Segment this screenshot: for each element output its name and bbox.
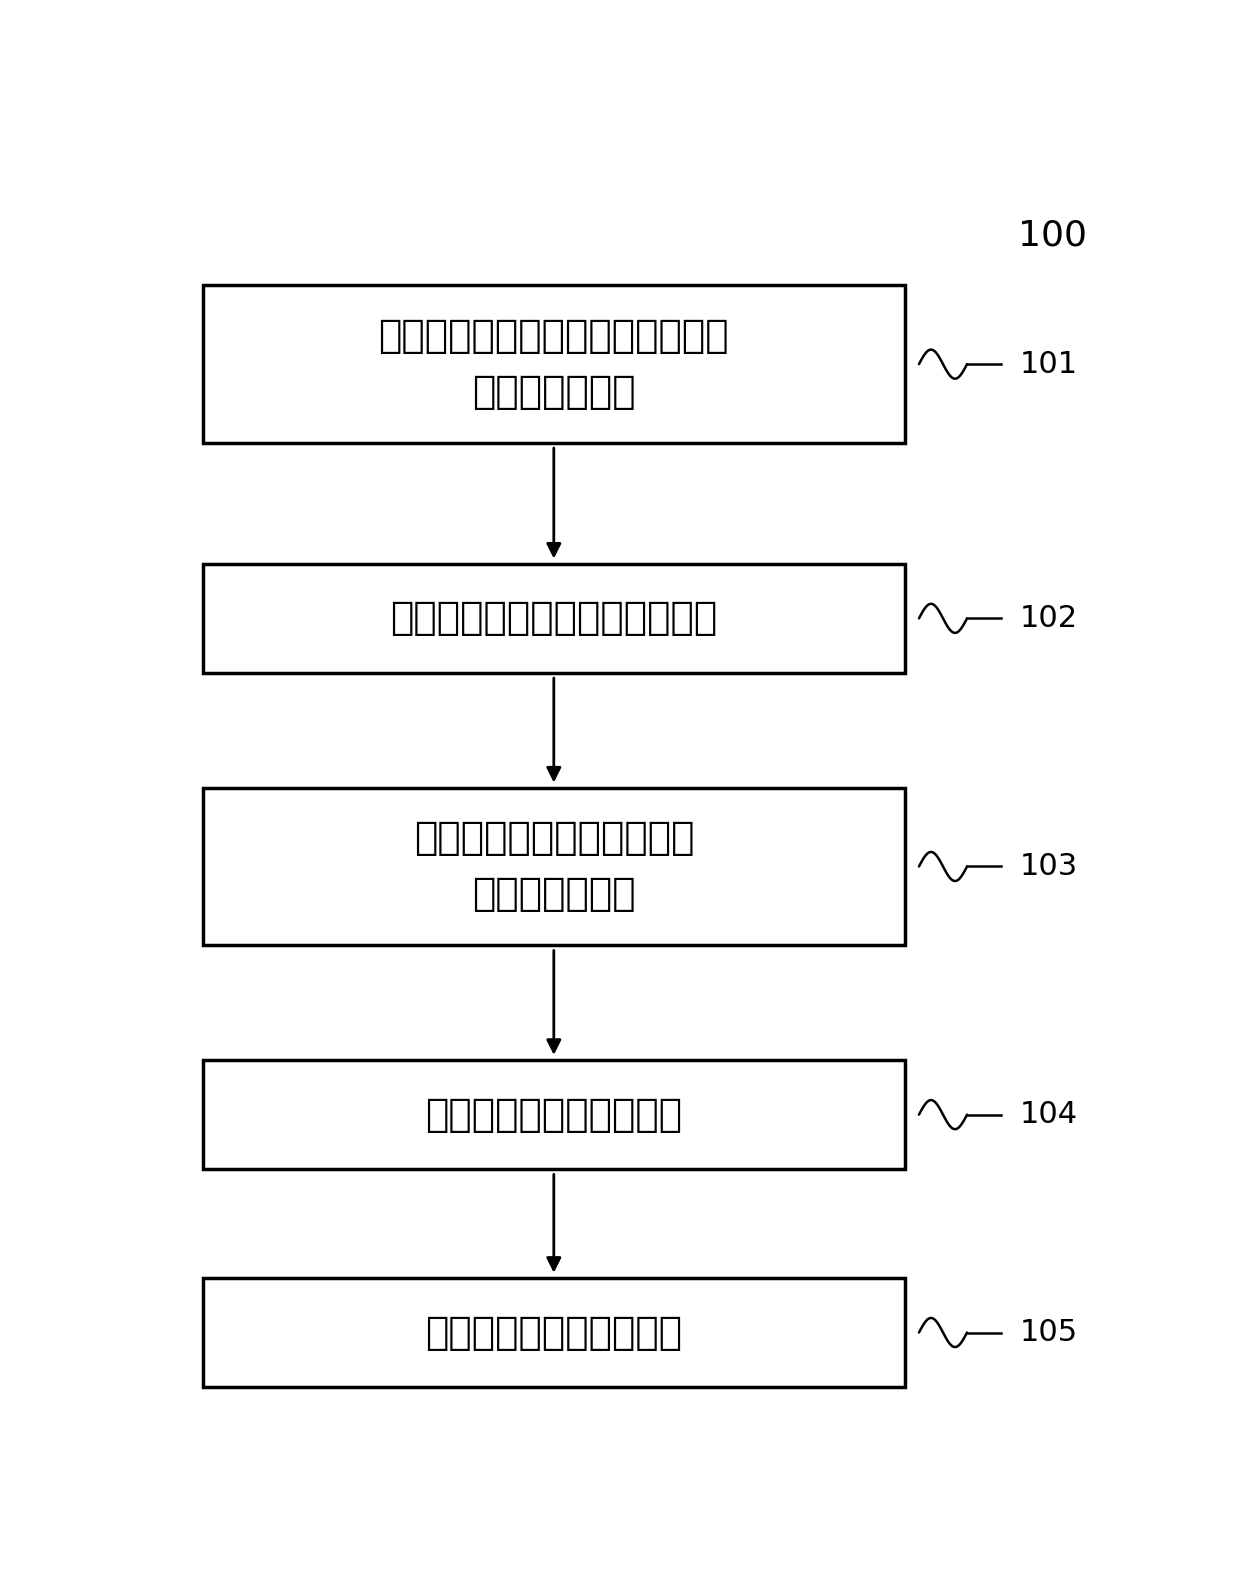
- Bar: [203, 1060, 904, 1170]
- Bar: [203, 564, 904, 673]
- Text: 103: 103: [1019, 852, 1078, 880]
- Text: 105: 105: [1019, 1317, 1078, 1347]
- Text: 102: 102: [1019, 604, 1078, 634]
- Bar: [203, 1278, 904, 1387]
- Text: 基于过滤式算法选择特征: 基于过滤式算法选择特征: [425, 1096, 682, 1133]
- Text: 基于包裹式算法选择特征: 基于包裹式算法选择特征: [425, 1314, 682, 1352]
- Text: 建立待测结构正向光学特性模型: 建立待测结构正向光学特性模型: [391, 599, 718, 637]
- Bar: [203, 286, 904, 443]
- Text: 基于正向光学特性模型生成
稀疏光学特征库: 基于正向光学特性模型生成 稀疏光学特征库: [414, 819, 694, 913]
- Text: 100: 100: [1018, 219, 1087, 253]
- Text: 104: 104: [1019, 1100, 1078, 1129]
- Text: 确定纳米结构形貌、待测关键尺寸
及材料光学常数: 确定纳米结构形貌、待测关键尺寸 及材料光学常数: [378, 318, 729, 412]
- Text: 101: 101: [1019, 349, 1078, 379]
- Bar: [203, 788, 904, 945]
